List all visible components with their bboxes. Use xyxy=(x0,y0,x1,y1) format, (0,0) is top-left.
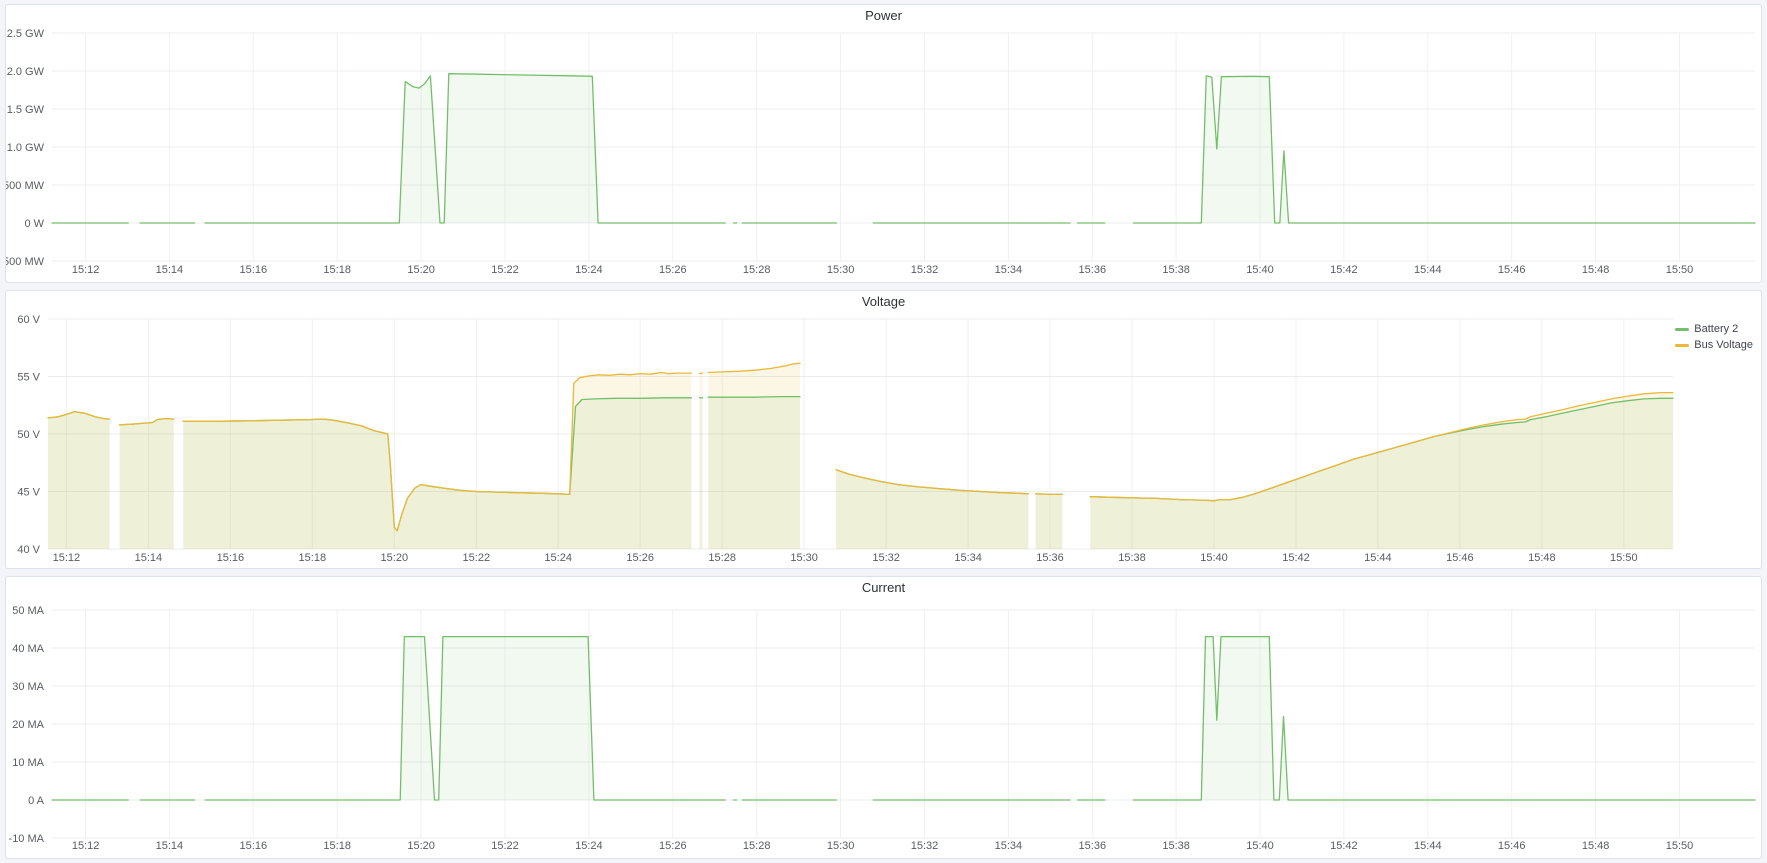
svg-text:15:24: 15:24 xyxy=(575,840,603,852)
legend-label-battery-2: Battery 2 xyxy=(1694,323,1739,335)
svg-text:15:42: 15:42 xyxy=(1330,264,1358,276)
svg-text:15:20: 15:20 xyxy=(407,840,435,852)
panel-power: Power 15:12 15:14 15:16 15:18 15:20 15:22 15:2… xyxy=(5,4,1762,283)
svg-text:20 MA: 20 MA xyxy=(12,719,44,731)
svg-text:-500 MW: -500 MW xyxy=(6,256,45,268)
legend-label-bus-voltage: Bus Voltage xyxy=(1694,339,1753,351)
svg-text:15:18: 15:18 xyxy=(323,264,351,276)
current-chart-canvas[interactable]: 15:12 15:14 15:16 15:18 15:20 15:22 15:24 15:26… xyxy=(6,599,1761,858)
svg-text:15:16: 15:16 xyxy=(217,552,245,564)
svg-text:15:48: 15:48 xyxy=(1528,552,1556,564)
svg-text:45 V: 45 V xyxy=(17,487,40,499)
panel-current: Current 15:12 15:14 15:16 15:18 15:20 15:22 15… xyxy=(5,576,1762,859)
voltage-legend: Battery 2 Bus Voltage xyxy=(1675,323,1753,351)
svg-text:15:28: 15:28 xyxy=(743,840,771,852)
svg-text:15:22: 15:22 xyxy=(491,264,519,276)
svg-text:15:22: 15:22 xyxy=(463,552,491,564)
svg-text:15:36: 15:36 xyxy=(1079,264,1107,276)
svg-text:15:30: 15:30 xyxy=(790,552,818,564)
svg-text:15:48: 15:48 xyxy=(1582,840,1610,852)
svg-text:15:34: 15:34 xyxy=(954,552,982,564)
svg-text:55 V: 55 V xyxy=(17,372,40,384)
svg-text:15:38: 15:38 xyxy=(1162,264,1190,276)
svg-text:2.0 GW: 2.0 GW xyxy=(7,66,45,78)
battery-2-series-swatch-icon xyxy=(1675,327,1690,331)
svg-text:15:16: 15:16 xyxy=(240,264,268,276)
svg-text:15:28: 15:28 xyxy=(743,264,771,276)
svg-text:15:48: 15:48 xyxy=(1582,264,1610,276)
svg-text:50 V: 50 V xyxy=(17,429,40,441)
svg-text:15:24: 15:24 xyxy=(544,552,572,564)
svg-text:500 MW: 500 MW xyxy=(6,180,45,192)
svg-text:40 V: 40 V xyxy=(17,544,40,556)
svg-text:15:12: 15:12 xyxy=(72,264,100,276)
svg-text:15:50: 15:50 xyxy=(1666,840,1694,852)
svg-text:15:44: 15:44 xyxy=(1414,264,1442,276)
svg-text:15:36: 15:36 xyxy=(1079,840,1107,852)
svg-text:15:14: 15:14 xyxy=(156,264,184,276)
svg-text:15:34: 15:34 xyxy=(995,840,1023,852)
svg-text:15:50: 15:50 xyxy=(1666,264,1694,276)
svg-text:15:46: 15:46 xyxy=(1446,552,1474,564)
svg-text:15:26: 15:26 xyxy=(659,840,687,852)
svg-text:15:32: 15:32 xyxy=(872,552,900,564)
svg-text:15:22: 15:22 xyxy=(491,840,519,852)
svg-text:15:42: 15:42 xyxy=(1330,840,1358,852)
svg-text:15:14: 15:14 xyxy=(135,552,163,564)
svg-text:15:12: 15:12 xyxy=(53,552,81,564)
svg-text:15:44: 15:44 xyxy=(1414,840,1442,852)
svg-text:15:28: 15:28 xyxy=(708,552,736,564)
svg-text:15:36: 15:36 xyxy=(1036,552,1064,564)
svg-text:15:26: 15:26 xyxy=(659,264,687,276)
svg-text:15:46: 15:46 xyxy=(1498,840,1526,852)
svg-text:15:42: 15:42 xyxy=(1282,552,1310,564)
svg-text:15:18: 15:18 xyxy=(323,840,351,852)
panel-voltage: Voltage 15:12 15:14 15:16 15:18 15:20 15:22 15… xyxy=(5,290,1762,569)
svg-text:15:12: 15:12 xyxy=(72,840,100,852)
svg-text:15:20: 15:20 xyxy=(381,552,409,564)
voltage-chart-canvas[interactable]: 15:12 15:14 15:16 15:18 15:20 15:22 15:24 15:26… xyxy=(6,313,1761,568)
svg-text:15:20: 15:20 xyxy=(407,264,435,276)
legend-item-bus-voltage[interactable]: Bus Voltage xyxy=(1675,339,1753,351)
svg-text:15:32: 15:32 xyxy=(911,264,939,276)
svg-text:15:44: 15:44 xyxy=(1364,552,1392,564)
svg-text:50 MA: 50 MA xyxy=(12,605,44,617)
panel-power-title[interactable]: Power xyxy=(865,8,902,23)
svg-text:15:46: 15:46 xyxy=(1498,264,1526,276)
svg-text:10 MA: 10 MA xyxy=(12,757,44,769)
svg-text:15:14: 15:14 xyxy=(156,840,184,852)
svg-text:15:38: 15:38 xyxy=(1118,552,1146,564)
svg-text:1.5 GW: 1.5 GW xyxy=(7,104,45,116)
svg-text:1.0 GW: 1.0 GW xyxy=(7,142,45,154)
svg-text:15:50: 15:50 xyxy=(1610,552,1638,564)
legend-item-battery-2[interactable]: Battery 2 xyxy=(1675,323,1753,335)
svg-text:15:40: 15:40 xyxy=(1200,552,1228,564)
svg-text:0 W: 0 W xyxy=(24,218,44,230)
bus-voltage-series-swatch-icon xyxy=(1675,343,1690,347)
svg-text:-10 MA: -10 MA xyxy=(9,833,45,845)
svg-text:15:30: 15:30 xyxy=(827,264,855,276)
panel-current-title[interactable]: Current xyxy=(861,580,906,595)
svg-text:15:34: 15:34 xyxy=(995,264,1023,276)
svg-text:15:24: 15:24 xyxy=(575,264,603,276)
power-chart-canvas[interactable]: 15:12 15:14 15:16 15:18 15:20 15:22 15:24 15:26… xyxy=(6,27,1761,282)
svg-text:15:38: 15:38 xyxy=(1162,840,1190,852)
svg-text:15:18: 15:18 xyxy=(299,552,327,564)
svg-text:15:40: 15:40 xyxy=(1246,840,1274,852)
svg-text:15:16: 15:16 xyxy=(240,840,268,852)
svg-text:0 A: 0 A xyxy=(28,795,45,807)
svg-text:2.5 GW: 2.5 GW xyxy=(7,28,45,40)
panel-voltage-title[interactable]: Voltage xyxy=(861,294,906,309)
svg-text:15:30: 15:30 xyxy=(827,840,855,852)
svg-text:15:32: 15:32 xyxy=(911,840,939,852)
svg-text:15:26: 15:26 xyxy=(626,552,654,564)
svg-text:15:40: 15:40 xyxy=(1246,264,1274,276)
svg-text:30 MA: 30 MA xyxy=(12,681,44,693)
svg-text:60 V: 60 V xyxy=(17,314,40,326)
svg-text:40 MA: 40 MA xyxy=(12,643,44,655)
